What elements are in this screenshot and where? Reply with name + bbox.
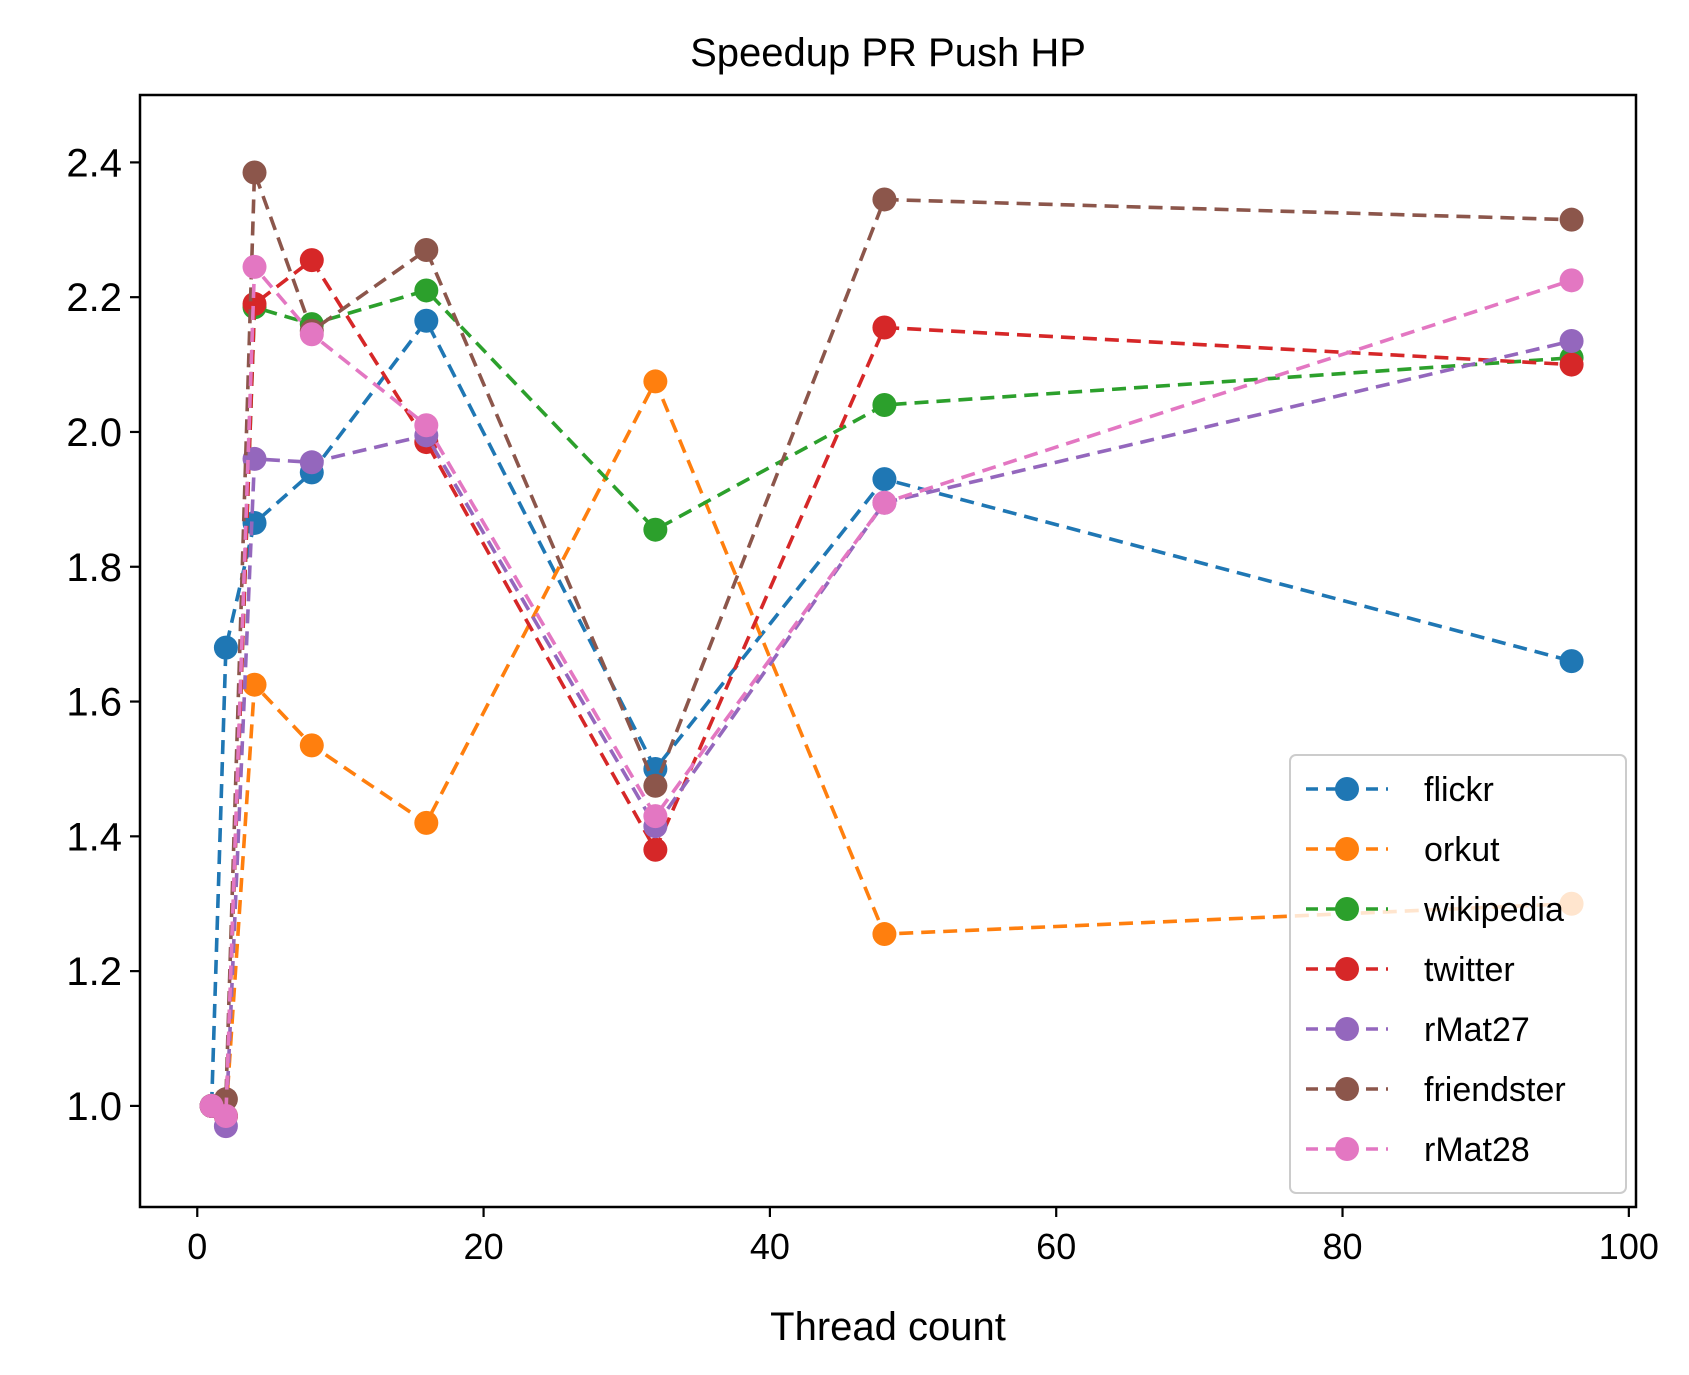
data-point-twitter [643, 837, 668, 862]
legend-label: orkut [1424, 831, 1500, 869]
y-axis: 1.0 1.2 1.4 1.6 1.8 2.0 2.2 2.4 [66, 141, 140, 1129]
data-point-flickr [872, 467, 897, 492]
data-point-wikipedia [872, 393, 897, 418]
data-point-friendster [1559, 207, 1584, 232]
legend-label: rMat27 [1424, 1011, 1530, 1049]
legend-marker [1335, 1077, 1359, 1101]
legend-marker [1335, 897, 1359, 921]
chart-title: Speedup PR Push HP [690, 31, 1086, 75]
series-line-orkut [210, 377, 1572, 1120]
legend-item-wikipedia: wikipedia [1306, 891, 1564, 929]
legend-label: twitter [1424, 951, 1515, 989]
data-point-twitter [1559, 352, 1584, 377]
x-tick-label: 40 [750, 1226, 790, 1267]
legend-item-rMat28: rMat28 [1306, 1131, 1530, 1169]
legend-item-flickr: flickr [1306, 771, 1494, 809]
series-layer [199, 160, 1584, 1139]
data-point-rMat27 [299, 450, 324, 475]
data-point-rMat28 [1559, 268, 1584, 293]
legend-item-friendster: friendster [1306, 1071, 1566, 1109]
data-point-rMat27 [1559, 328, 1584, 353]
y-tick-label: 1.4 [66, 815, 122, 859]
legend-marker [1335, 957, 1359, 981]
y-tick-label: 2.0 [66, 411, 122, 455]
series-line-flickr [209, 317, 1573, 1106]
data-point-friendster [242, 160, 267, 185]
legend-item-orkut: orkut [1306, 831, 1500, 869]
data-point-orkut [299, 733, 324, 758]
data-point-orkut [414, 810, 439, 835]
legend-label: flickr [1424, 771, 1494, 809]
data-point-orkut [872, 922, 897, 947]
data-point-friendster [414, 238, 439, 263]
data-point-rMat28 [242, 254, 267, 279]
y-tick-label: 1.0 [66, 1085, 122, 1129]
data-point-rMat28 [643, 804, 668, 829]
y-tick-label: 2.4 [66, 141, 122, 185]
plot-frame [138, 93, 1638, 1209]
legend-label: friendster [1424, 1071, 1566, 1109]
y-tick-label: 1.8 [66, 546, 122, 590]
series-line-friendster [210, 171, 1572, 1108]
data-point-orkut [242, 672, 267, 697]
data-point-friendster [872, 187, 897, 212]
x-tick-label: 80 [1323, 1226, 1363, 1267]
data-point-flickr [1559, 649, 1584, 674]
data-point-flickr [414, 308, 439, 333]
data-point-twitter [299, 248, 324, 273]
x-axis-label: Thread count [770, 1305, 1006, 1349]
y-tick-label: 1.2 [66, 950, 122, 994]
data-point-twitter [872, 315, 897, 340]
data-point-rMat28 [414, 413, 439, 438]
legend-item-twitter: twitter [1306, 951, 1515, 989]
data-point-rMat28 [872, 490, 897, 515]
legend: flickr orkut wikipedia twitter rMat27 friends… [1289, 754, 1627, 1194]
y-tick-label: 2.2 [66, 276, 122, 320]
x-tick-label: 60 [1036, 1226, 1076, 1267]
x-tick-label: 100 [1599, 1226, 1659, 1267]
data-point-wikipedia [414, 278, 439, 303]
legend-marker [1335, 837, 1359, 861]
legend-marker [1335, 1017, 1359, 1041]
series-rMat28 [199, 254, 1584, 1129]
legend-label: wikipedia [1423, 891, 1564, 929]
data-point-flickr [213, 635, 238, 660]
y-tick-label: 1.6 [66, 681, 122, 725]
x-tick-label: 0 [187, 1226, 207, 1267]
data-point-flickr [643, 756, 668, 781]
data-point-wikipedia [643, 517, 668, 542]
x-tick-label: 20 [464, 1226, 504, 1267]
legend-marker [1335, 1137, 1359, 1161]
legend-item-rMat27: rMat27 [1306, 1011, 1530, 1049]
series-line-rMat28 [210, 262, 1573, 1120]
series-line-wikipedia [210, 288, 1572, 1120]
data-point-friendster [643, 773, 668, 798]
data-point-orkut [643, 369, 668, 394]
x-axis: 0 20 40 60 80 100 [187, 1207, 1659, 1267]
legend-box [1289, 754, 1627, 1194]
data-point-rMat28 [299, 322, 324, 347]
data-point-rMat28 [213, 1104, 238, 1129]
legend-marker [1335, 777, 1359, 801]
legend-label: rMat28 [1424, 1131, 1530, 1169]
